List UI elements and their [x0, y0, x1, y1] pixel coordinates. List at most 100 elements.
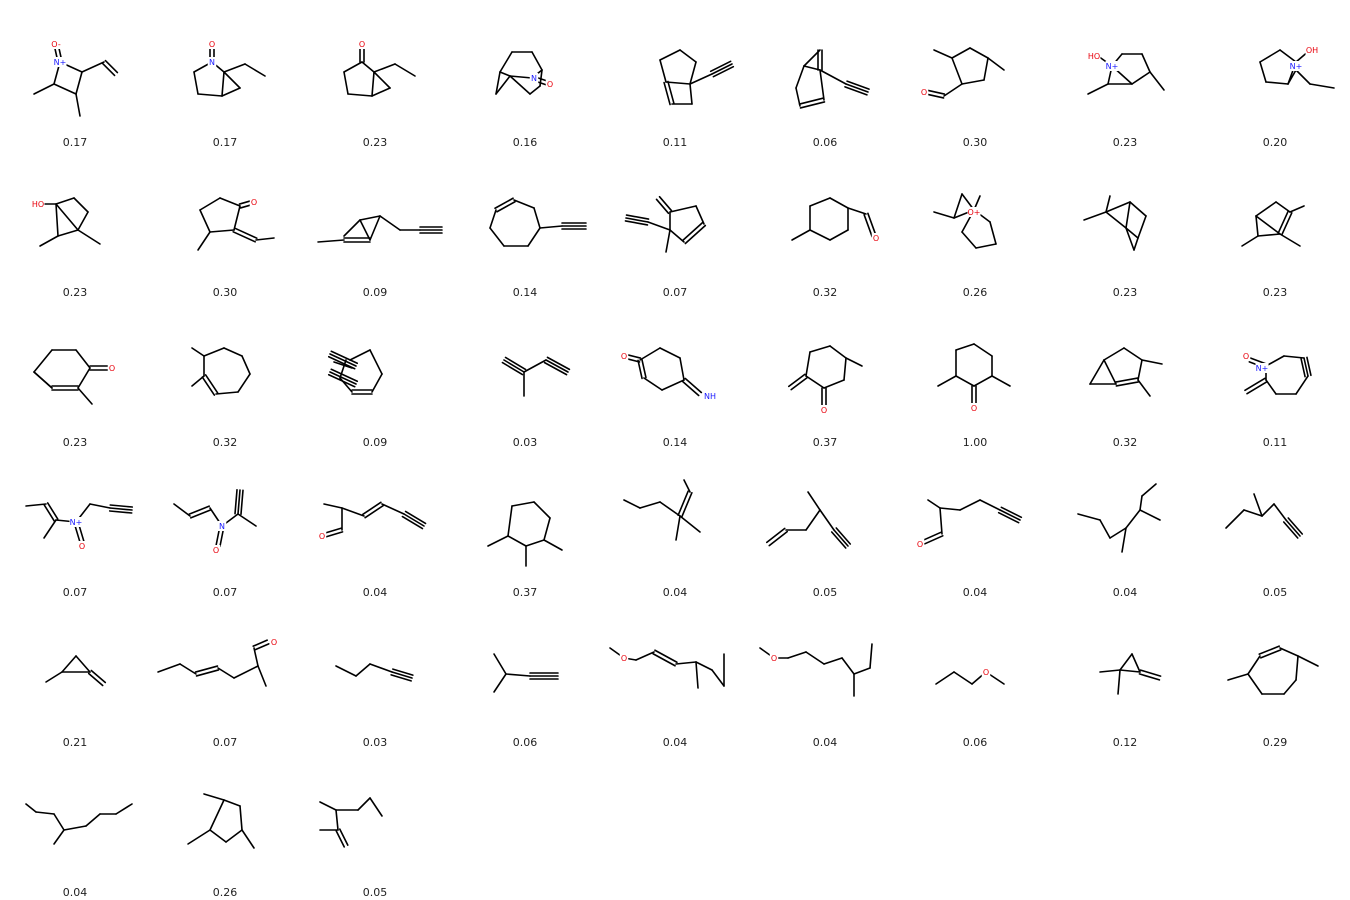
double-bond: [201, 376, 216, 396]
single-bond: [531, 51, 543, 71]
similarity-score: 0.32: [212, 436, 238, 449]
single-bond: [317, 239, 345, 243]
molecule-cell: 0.12: [1050, 600, 1200, 750]
atom-label-background: [529, 73, 539, 83]
molecule-structure: [25, 803, 133, 845]
atom-label-background: [207, 39, 217, 49]
single-bond: [244, 63, 266, 77]
single-bond: [1247, 655, 1261, 675]
double-bond: [641, 358, 647, 379]
similarity-score: 1.00: [962, 436, 988, 449]
similarity-score: 0.04: [662, 586, 688, 599]
double-bond: [863, 213, 873, 238]
single-bond: [695, 205, 705, 225]
triple-bond: [844, 86, 868, 96]
single-bond: [1109, 527, 1127, 539]
double-bond: [1139, 669, 1162, 677]
single-bond: [1125, 201, 1131, 229]
molecule-cell: N O 0.17: [150, 0, 300, 150]
double-bond: [1138, 673, 1161, 681]
single-bond: [55, 197, 75, 205]
similarity-score: 0.07: [662, 286, 688, 299]
single-bond: [1141, 53, 1151, 73]
single-bond: [55, 203, 79, 231]
molecule-cell: 0.32: [150, 300, 300, 450]
single-bond: [394, 63, 416, 77]
single-bond: [217, 667, 235, 679]
double-bond: [652, 652, 676, 667]
similarity-score: 0.04: [362, 586, 388, 599]
molecule-structure: N+ O: [1241, 351, 1312, 395]
triple-bond: [108, 510, 133, 514]
single-bond: [1255, 215, 1259, 237]
similarity-score: 0.07: [212, 586, 238, 599]
molecule-cell: 0.26: [150, 750, 300, 900]
double-bond: [362, 501, 382, 516]
single-bond: [643, 377, 663, 391]
triple-bond: [1300, 357, 1306, 378]
triple-bond: [237, 489, 241, 515]
single-bond: [659, 501, 681, 517]
atom-label: O: [359, 40, 365, 49]
molecule-cell: O 0.30: [900, 0, 1050, 150]
double-bond: [1115, 381, 1140, 387]
triple-bond: [329, 353, 357, 367]
double-bond: [43, 504, 56, 522]
molecule-structure: O: [787, 345, 863, 415]
single-bond: [1139, 509, 1161, 521]
single-bond: [983, 57, 989, 81]
molecule-structure: NO: [173, 488, 257, 555]
molecule-cell: 0.32: [1050, 300, 1200, 450]
double-bond: [252, 639, 269, 647]
similarity-score: 0.20: [1262, 136, 1288, 149]
single-bond: [869, 643, 873, 669]
single-bond: [935, 671, 955, 685]
single-bond: [539, 225, 563, 229]
single-bond: [369, 215, 381, 241]
single-bond: [53, 83, 77, 95]
single-bond: [371, 71, 375, 97]
single-bond: [77, 367, 91, 389]
single-bond: [973, 375, 993, 387]
single-bond: [57, 229, 79, 237]
atom-label-background: [69, 517, 83, 527]
atom-label-background: [769, 653, 779, 663]
molecule-cell: 0.21: [0, 600, 150, 750]
double-bond: [194, 665, 219, 673]
triple-bond: [401, 515, 424, 530]
single-bond: [959, 499, 981, 511]
similarity-score: 0.06: [812, 136, 838, 149]
atom-label: O: [209, 40, 215, 49]
triple-bond: [545, 359, 569, 373]
double-bond: [189, 509, 212, 519]
single-bond: [61, 655, 77, 673]
triple-bond: [999, 509, 1021, 521]
single-bond: [1131, 71, 1151, 85]
triple-bond: [234, 488, 238, 515]
molecule-cell: 0.29: [1200, 600, 1350, 750]
double-bond: [335, 830, 346, 848]
single-bond: [233, 665, 259, 679]
similarity-score: 0.04: [962, 586, 988, 599]
atom-label: O: [271, 638, 277, 647]
single-bond: [823, 379, 845, 389]
single-bond: [343, 71, 349, 95]
similarity-score: 0.03: [512, 436, 538, 449]
single-bond: [343, 61, 363, 73]
molecule-structure: [1225, 493, 1304, 539]
atom-label: N: [531, 74, 537, 83]
single-bond: [223, 347, 243, 357]
single-bond: [237, 513, 257, 527]
molecule-structure: O: [919, 47, 1005, 99]
molecule-structure: [765, 491, 852, 549]
triple-bond: [711, 63, 733, 75]
atom-label: O: [621, 352, 627, 361]
similarity-score: 0.14: [512, 286, 538, 299]
molecule-structure: N+ O: [25, 502, 134, 551]
single-bond: [1283, 679, 1297, 695]
double-bond: [658, 195, 673, 212]
single-bond: [1119, 669, 1141, 673]
similarity-score: 0.12: [1112, 736, 1138, 749]
single-bond: [961, 231, 977, 249]
